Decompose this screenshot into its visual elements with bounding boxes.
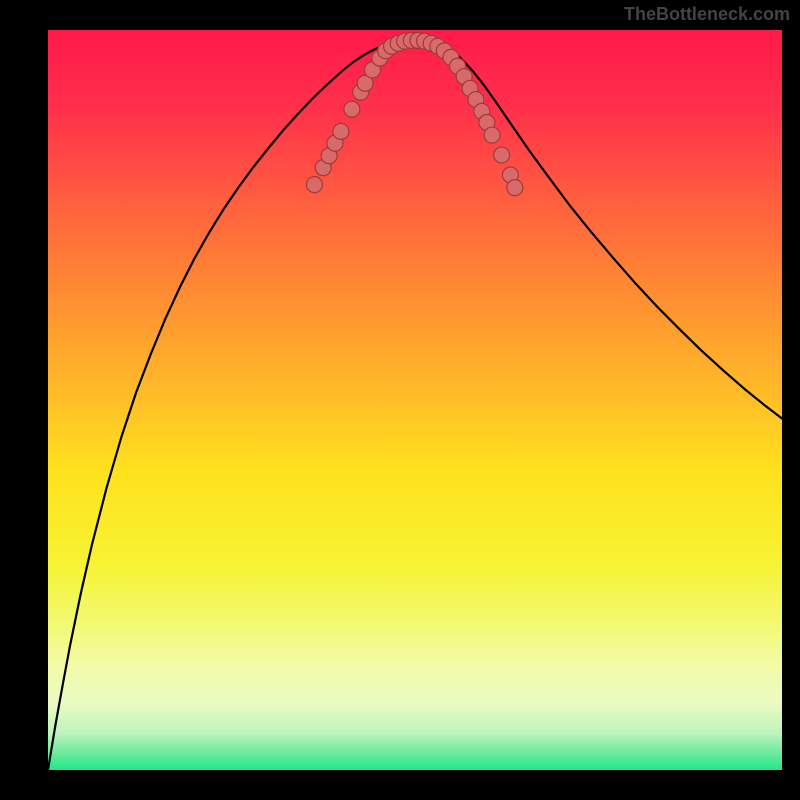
data-marker	[507, 180, 523, 196]
frame-left	[0, 0, 48, 800]
data-marker	[333, 123, 349, 139]
data-marker	[306, 177, 322, 193]
bottleneck-chart	[48, 30, 782, 770]
data-marker	[484, 127, 500, 143]
frame-right	[782, 0, 800, 800]
chart-background	[48, 30, 782, 770]
watermark: TheBottleneck.com	[624, 4, 790, 25]
frame-bottom	[0, 770, 800, 800]
data-marker	[344, 101, 360, 117]
data-marker	[494, 147, 510, 163]
